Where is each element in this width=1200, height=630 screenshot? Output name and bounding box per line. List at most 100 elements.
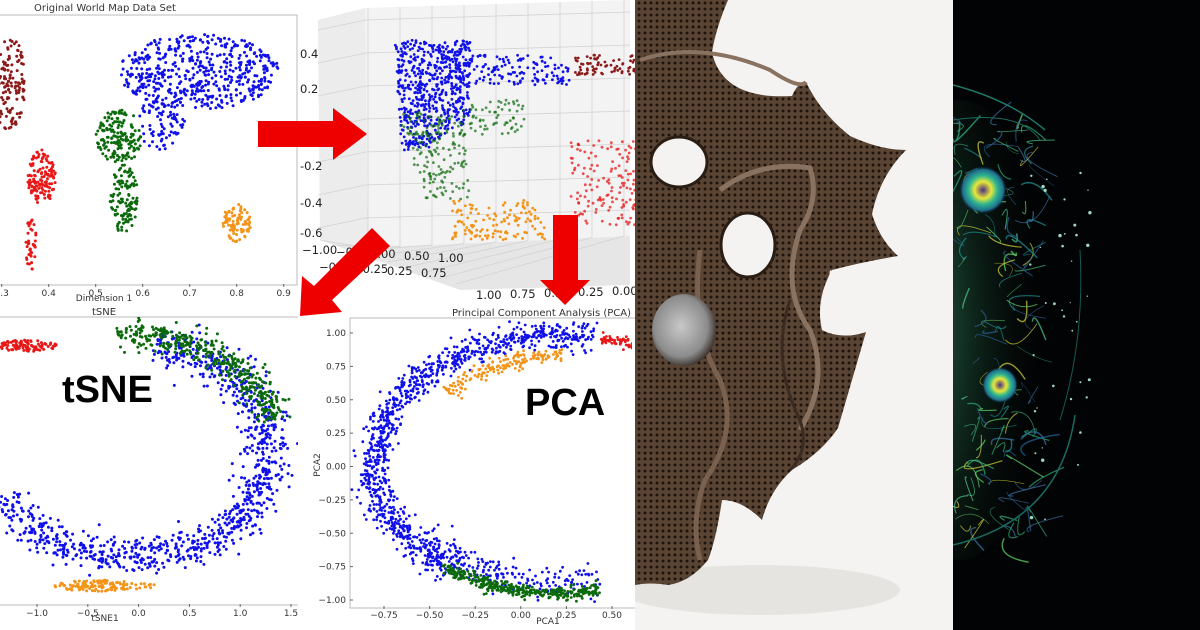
data-point xyxy=(241,508,245,512)
data-point xyxy=(439,67,442,70)
data-point xyxy=(224,373,228,377)
data-point xyxy=(478,332,481,336)
data-point xyxy=(387,426,391,430)
data-point xyxy=(264,467,268,471)
data-point xyxy=(625,220,628,224)
data-point xyxy=(5,346,9,350)
data-point xyxy=(245,63,248,67)
data-point xyxy=(205,384,209,388)
data-point xyxy=(450,97,454,101)
data-point xyxy=(439,115,443,118)
data-point xyxy=(239,361,243,365)
data-point xyxy=(436,56,440,60)
data-point xyxy=(262,501,266,505)
data-point xyxy=(439,132,443,136)
data-point xyxy=(258,87,261,91)
data-point xyxy=(509,347,512,351)
data-point xyxy=(179,91,183,95)
data-point xyxy=(211,537,215,541)
data-point xyxy=(161,561,165,565)
data-point xyxy=(40,148,44,152)
data-point xyxy=(219,65,223,69)
data-point xyxy=(470,349,474,353)
x-tick-label: 0.5 xyxy=(182,609,196,619)
data-point xyxy=(378,508,382,512)
tsne-annotation: tSNE xyxy=(62,369,153,411)
data-point xyxy=(28,162,32,166)
data-point xyxy=(392,538,395,542)
data-point xyxy=(365,469,369,473)
data-point xyxy=(142,104,146,108)
data-point xyxy=(177,97,181,101)
data-point xyxy=(227,354,231,358)
data-point xyxy=(15,54,19,58)
data-point xyxy=(397,519,400,523)
data-point xyxy=(220,106,224,110)
data-point xyxy=(108,200,112,203)
data-point xyxy=(200,86,204,89)
data-point xyxy=(85,556,89,560)
data-point xyxy=(33,540,37,543)
data-point xyxy=(230,211,234,215)
data-point xyxy=(228,236,232,240)
data-point xyxy=(221,353,225,357)
data-point xyxy=(219,393,223,397)
data-point xyxy=(469,126,473,130)
data-point xyxy=(516,339,520,343)
data-point xyxy=(589,151,593,155)
data-point xyxy=(28,512,32,516)
data-point xyxy=(365,452,369,455)
data-point xyxy=(14,344,18,347)
data-point xyxy=(391,448,395,451)
data-point xyxy=(189,352,193,356)
data-point xyxy=(162,543,166,547)
data-point xyxy=(225,61,229,65)
data-point xyxy=(126,85,130,89)
data-point xyxy=(255,487,259,491)
data-point xyxy=(616,69,620,72)
data-point xyxy=(362,462,366,466)
data-point xyxy=(190,336,194,340)
data-point xyxy=(172,361,176,365)
data-point xyxy=(171,356,175,360)
data-point xyxy=(428,79,432,83)
data-point xyxy=(400,124,404,127)
data-point xyxy=(135,89,139,93)
data-point xyxy=(496,333,500,337)
data-point xyxy=(135,59,139,63)
data-point xyxy=(446,45,449,48)
data-point xyxy=(274,449,278,453)
data-point xyxy=(36,505,40,509)
data-point xyxy=(117,220,121,224)
data-point xyxy=(71,557,75,561)
data-point xyxy=(198,524,201,528)
data-point xyxy=(264,405,268,409)
data-point xyxy=(178,346,181,350)
data-point xyxy=(425,82,429,86)
data-point xyxy=(127,540,131,544)
data-point xyxy=(570,349,573,353)
data-point xyxy=(202,546,206,550)
data-point xyxy=(241,82,245,86)
data-point xyxy=(630,192,634,195)
data-point xyxy=(239,430,243,434)
data-point xyxy=(411,562,415,565)
data-point xyxy=(238,53,242,57)
data-point xyxy=(197,65,201,69)
data-point xyxy=(138,89,142,93)
data-point xyxy=(171,533,175,537)
data-point xyxy=(127,193,131,197)
data-point xyxy=(413,133,417,136)
data-point xyxy=(45,551,49,555)
data-point xyxy=(225,57,229,61)
data-point xyxy=(481,108,484,112)
data-point xyxy=(197,83,201,87)
data-point xyxy=(201,375,205,379)
data-point xyxy=(196,89,200,93)
data-point xyxy=(429,73,432,76)
data-point xyxy=(0,96,4,99)
data-point xyxy=(163,350,167,354)
data-point xyxy=(609,145,613,149)
data-point xyxy=(233,374,237,378)
data-point xyxy=(425,134,429,137)
